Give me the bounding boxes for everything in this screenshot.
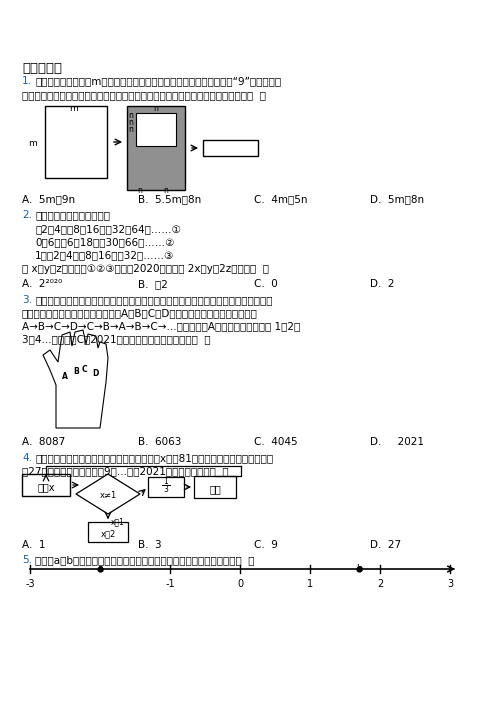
- Text: m: m: [28, 140, 37, 149]
- Text: D.  5m－8n: D. 5m－8n: [370, 194, 424, 204]
- Text: m: m: [68, 104, 77, 113]
- Text: 观察下面有规律的三行数：: 观察下面有规律的三行数：: [35, 210, 110, 220]
- Text: A.  1: A. 1: [22, 540, 46, 550]
- Text: 1.: 1.: [22, 76, 32, 86]
- Text: A.  2²⁰²⁰: A. 2²⁰²⁰: [22, 279, 62, 289]
- Text: n: n: [163, 186, 168, 195]
- Text: 3: 3: [164, 486, 169, 494]
- Text: C.  0: C. 0: [254, 279, 278, 289]
- Text: 如图是一个运算程序的示意图，若开始输入的x値为81，我们看到第一次输出的结果: 如图是一个运算程序的示意图，若开始输入的x値为81，我们看到第一次输出的结果: [35, 453, 273, 463]
- Text: 0: 0: [237, 579, 243, 589]
- Bar: [22, 474, 70, 496]
- Text: 1: 1: [307, 579, 313, 589]
- Bar: [194, 476, 236, 498]
- Bar: [203, 140, 258, 156]
- Text: -1: -1: [165, 579, 175, 589]
- Text: n: n: [128, 111, 133, 120]
- Text: C.  4045: C. 4045: [254, 437, 298, 447]
- Text: B.  5.5m－8n: B. 5.5m－8n: [138, 194, 201, 204]
- Bar: [136, 113, 176, 146]
- Text: 2.: 2.: [22, 210, 32, 220]
- Text: A→B→C→D→C→B→A→B→C→...的方式）从A开始数连续的正整数 1，2，: A→B→C→D→C→B→A→B→C→...的方式）从A开始数连续的正整数 1，2…: [22, 321, 300, 331]
- Bar: [148, 477, 184, 497]
- Text: 输入x: 输入x: [37, 482, 55, 492]
- Text: x≠1: x≠1: [99, 491, 117, 501]
- Bar: [45, 106, 107, 178]
- Text: -3: -3: [25, 579, 35, 589]
- Text: 1，－2，4，－8，16，－32，……③: 1，－2，4，－8，16，－32，……③: [35, 250, 174, 260]
- Text: C.  9: C. 9: [254, 540, 278, 550]
- Text: 3.: 3.: [22, 295, 32, 305]
- Text: 1: 1: [164, 477, 168, 486]
- Text: 0，6，－6，18，－30，66，……②: 0，6，－6，18，－30，66，……②: [35, 237, 175, 247]
- Text: D.     2021: D. 2021: [370, 437, 424, 447]
- Text: 如图，将一个边长为m的正方形纸片剪去两个小长方形，得到一个类似“9”的图案，再: 如图，将一个边长为m的正方形纸片剪去两个小长方形，得到一个类似“9”的图案，再: [35, 76, 281, 86]
- Text: 有理数a，b在数轴上的对应点的位置如下图所示，则下列结论正确的是（  ）: 有理数a，b在数轴上的对应点的位置如下图所示，则下列结论正确的是（ ）: [35, 555, 254, 565]
- Text: b: b: [356, 564, 362, 574]
- Text: x＋1: x＋1: [111, 517, 125, 526]
- Text: D.  2: D. 2: [370, 279, 394, 289]
- Text: 手的示意图，在各个手指间标记字母A，B，C，D，请你按图中箭头所指方向（即: 手的示意图，在各个手指间标记字母A，B，C，D，请你按图中箭头所指方向（即: [22, 308, 258, 318]
- Bar: [127, 106, 185, 190]
- Text: B.  3: B. 3: [138, 540, 162, 550]
- Text: B: B: [73, 367, 79, 376]
- Text: 5.: 5.: [22, 555, 32, 565]
- Text: n: n: [128, 118, 133, 127]
- Text: 用手指计数常对较小的数比较方便，但如果有一定的规律，也能表示较大的数。如图为: 用手指计数常对较小的数比较方便，但如果有一定的规律，也能表示较大的数。如图为: [35, 295, 272, 305]
- Text: 4.: 4.: [22, 453, 32, 463]
- Text: n: n: [137, 186, 142, 195]
- Text: B.  6063: B. 6063: [138, 437, 182, 447]
- Text: －2，4，－8，16，－32，64，……①: －2，4，－8，16，－32，64，……①: [35, 224, 181, 234]
- Text: B.  －2: B. －2: [138, 279, 168, 289]
- Text: 为27，第二次输出的结果为9，...，第2021次输出的结果为（  ）: 为27，第二次输出的结果为9，...，第2021次输出的结果为（ ）: [22, 466, 229, 476]
- Text: A.  5m－9n: A. 5m－9n: [22, 194, 75, 204]
- Text: C.  4m－5n: C. 4m－5n: [254, 194, 308, 204]
- Text: C: C: [82, 365, 88, 374]
- Text: D: D: [92, 369, 98, 378]
- Text: A.  8087: A. 8087: [22, 437, 65, 447]
- Text: 将剪下的两个小长方形无缝隙地拼成一个新的长方形，则新长方形的周长可表示为（  ）: 将剪下的两个小长方形无缝隙地拼成一个新的长方形，则新长方形的周长可表示为（ ）: [22, 90, 266, 100]
- Text: a: a: [97, 564, 103, 574]
- Text: n: n: [153, 104, 158, 113]
- Text: 2: 2: [377, 579, 383, 589]
- Text: n: n: [128, 125, 133, 134]
- Text: D.  27: D. 27: [370, 540, 401, 550]
- Text: A: A: [62, 372, 68, 381]
- Text: 3，4...，当字母C第2021次出现时，恰好数到的数是（  ）: 3，4...，当字母C第2021次出现时，恰好数到的数是（ ）: [22, 334, 211, 344]
- Text: 输出: 输出: [209, 484, 221, 494]
- Text: 一、选择题: 一、选择题: [22, 62, 62, 75]
- Text: 设 x，y，z分别为第①②③行的第2020个数，则 2x－y＋2z的値为（  ）: 设 x，y，z分别为第①②③行的第2020个数，则 2x－y＋2z的値为（ ）: [22, 264, 269, 274]
- Text: 3: 3: [447, 579, 453, 589]
- Text: x＋2: x＋2: [100, 529, 116, 538]
- Bar: [88, 522, 128, 542]
